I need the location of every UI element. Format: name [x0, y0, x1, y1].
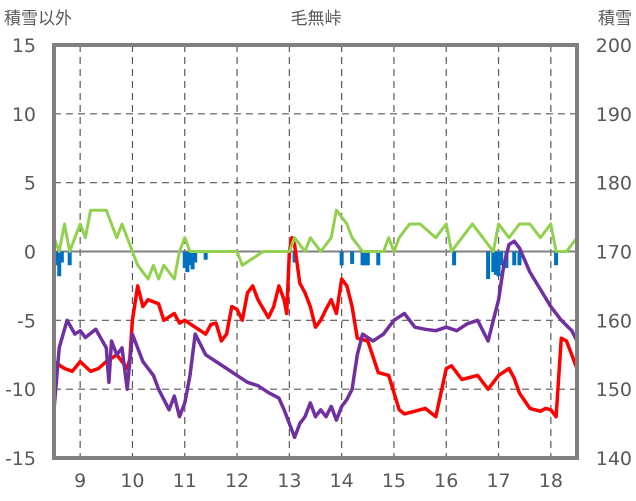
plot-frame: [52, 43, 579, 460]
y-right-tick-label: 160: [596, 310, 632, 332]
x-tick-label: 15: [382, 470, 406, 492]
y-left-tick-label: -15: [5, 448, 36, 470]
precipitation-bar: [59, 251, 64, 263]
x-tick-label: 17: [486, 470, 510, 492]
precipitation-bar: [57, 251, 62, 277]
x-tick-label: 16: [434, 470, 458, 492]
precipitation-bar: [193, 251, 198, 263]
precipitation-bar: [190, 251, 195, 270]
precipitation-bar: [350, 251, 355, 264]
tick-labels: 15 10 5 0 -5 -10 -15 200 190 180 170 160 150 140 9 10 11…: [5, 35, 632, 492]
y-left-tick-label: 5: [24, 173, 36, 195]
precipitation-bar: [360, 251, 365, 266]
x-tick-label: 14: [330, 470, 354, 492]
precipitation-bar: [339, 251, 344, 266]
precipitation-bar: [203, 251, 208, 260]
y-left-tick-label: 0: [24, 242, 36, 264]
precipitation-bar: [452, 251, 457, 266]
plot-border: [52, 43, 579, 460]
precipitation-bar: [512, 251, 517, 266]
chart-title: 毛無峠: [291, 9, 342, 29]
precipitation-bar: [67, 251, 72, 266]
y-right-tick-label: 170: [596, 242, 632, 264]
y-right-tick-label: 180: [596, 173, 632, 195]
precipitation-bar: [182, 251, 187, 269]
precipitation-bar: [187, 251, 192, 266]
snow_depth-line: [52, 239, 579, 440]
precipitation-bar: [363, 251, 368, 266]
precipitation-bar: [365, 251, 370, 266]
y-right-tick-label: 200: [596, 35, 632, 57]
left-axis-title: 積雪以外: [4, 9, 72, 29]
x-tick-label: 18: [539, 470, 563, 492]
precipitation-bar: [486, 251, 491, 280]
precipitation-bar: [54, 251, 59, 266]
precipitation-bar: [493, 251, 498, 275]
precipitation-bar: [499, 251, 504, 266]
y-left-tick-label: 10: [12, 104, 36, 126]
x-tick-label: 12: [225, 470, 249, 492]
precipitation-bar: [376, 251, 381, 266]
y-left-tick-label: 15: [12, 35, 36, 57]
x-tick-label: 11: [173, 470, 197, 492]
precipitation-bars: [54, 251, 559, 280]
series-lines: [52, 208, 579, 440]
right-axis-title: 積雪: [598, 9, 632, 29]
temperature-line: [53, 235, 579, 419]
x-tick-label: 10: [120, 470, 144, 492]
y-left-tick-label: -5: [17, 310, 36, 332]
y-right-tick-label: 190: [596, 104, 632, 126]
y-right-tick-label: 140: [596, 448, 632, 470]
x-tick-label: 9: [74, 470, 86, 492]
precipitation-bar: [496, 251, 501, 277]
x-tick-label: 13: [277, 470, 301, 492]
y-right-tick-label: 150: [596, 379, 632, 401]
wind-line: [52, 208, 579, 281]
precipitation-bar: [554, 251, 559, 266]
precipitation-bar: [185, 251, 190, 273]
precipitation-bar: [517, 251, 522, 266]
y-left-tick-label: -10: [5, 379, 36, 401]
precipitation-bar: [491, 251, 496, 273]
